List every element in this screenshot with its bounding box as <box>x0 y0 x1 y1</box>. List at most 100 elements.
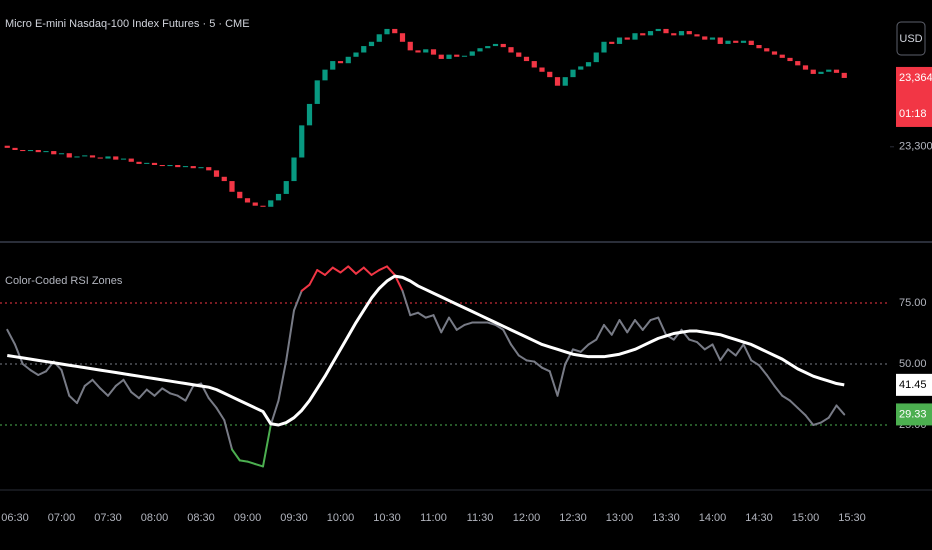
rsi-segment <box>386 265 396 276</box>
rsi-segment <box>285 309 295 362</box>
rsi-segment <box>641 319 652 331</box>
rsi-segment <box>238 459 249 463</box>
rsi-segment <box>448 316 458 331</box>
rsi-segment <box>145 388 156 397</box>
rsi-segment <box>781 394 791 402</box>
y-tick-label: 50.00 <box>899 358 927 370</box>
rsi-segment <box>579 343 590 353</box>
candle-body <box>616 37 623 44</box>
candle-body <box>120 158 127 160</box>
candle-body <box>771 51 778 55</box>
rsi-segment <box>463 321 474 326</box>
candle-body <box>818 71 824 74</box>
candle-body <box>89 155 96 158</box>
candle-body <box>802 65 809 70</box>
rsi-segment <box>316 269 326 276</box>
candle-body <box>748 40 754 45</box>
x-tick-label: 12:30 <box>559 512 587 524</box>
candle-body <box>702 36 708 40</box>
candle-body <box>330 61 336 70</box>
rsi-segment <box>246 460 257 466</box>
currency-label[interactable]: USD <box>899 33 922 45</box>
x-tick-label: 11:30 <box>467 512 494 524</box>
candle-body <box>105 156 111 159</box>
rsi-segment <box>587 338 598 346</box>
rsi-segment <box>455 323 466 331</box>
x-tick-label: 11:00 <box>420 512 447 524</box>
candle-body <box>446 54 452 59</box>
candle-body <box>756 45 762 49</box>
rsi-value-box <box>896 403 932 426</box>
rsi-segment <box>626 319 636 334</box>
candle-body <box>337 61 344 64</box>
candle-body <box>454 54 460 57</box>
indicator-title: Color-Coded RSI Zones <box>5 275 123 287</box>
rsi-segment <box>223 419 233 451</box>
rsi-segment <box>293 289 303 312</box>
candle-body <box>423 49 429 53</box>
rsi-value-label: 29.33 <box>899 408 927 420</box>
rsi-segment <box>76 384 86 405</box>
x-tick-label: 10:00 <box>327 512 355 524</box>
candle-body <box>415 50 421 53</box>
candle-body <box>182 166 189 168</box>
candle-body <box>461 55 468 57</box>
candle-body <box>609 41 615 44</box>
rsi-segment <box>99 387 109 397</box>
x-tick-label: 12:00 <box>513 512 541 524</box>
candle-body <box>58 153 65 155</box>
chart-title: Micro E-mini Nasdaq-100 Index Futures · … <box>5 18 250 30</box>
rsi-segment <box>107 384 117 397</box>
currency-button[interactable]: USD <box>896 21 926 56</box>
rsi-segment <box>114 378 125 387</box>
candle-body <box>151 162 158 165</box>
x-tick-label: 09:00 <box>234 512 262 524</box>
candle-body <box>547 71 553 78</box>
candle-body <box>291 157 297 182</box>
rsi-segment <box>138 388 148 400</box>
candle-body <box>4 145 10 148</box>
rsi-segment <box>60 369 71 397</box>
candle-body <box>306 103 313 126</box>
rsi-segment <box>269 399 280 426</box>
y-tick-label: 23,300.00 <box>899 141 932 153</box>
candle-body <box>97 157 103 159</box>
candle-body <box>229 181 235 192</box>
candle-body <box>523 56 530 62</box>
rsi-segment <box>603 323 613 336</box>
rsi-segment <box>347 265 357 275</box>
rsi-segment <box>91 378 102 390</box>
rsi-segment <box>14 343 24 365</box>
ma-value-label: 41.45 <box>899 379 927 391</box>
rsi-segment <box>207 397 218 409</box>
rsi-segment <box>610 319 621 336</box>
rsi-segment <box>835 404 846 416</box>
rsi-segment <box>6 328 16 346</box>
rsi-segment <box>378 265 388 272</box>
rsi-segment <box>541 366 551 373</box>
rsi-segment <box>254 463 264 468</box>
candle-body <box>244 198 251 203</box>
candle-body <box>663 28 669 34</box>
candle-body <box>593 52 599 63</box>
rsi-segment <box>300 283 311 292</box>
candle-body <box>314 80 320 104</box>
x-tick-label: 08:30 <box>187 512 215 524</box>
candle-body <box>213 170 220 177</box>
candle-body <box>554 77 561 86</box>
candle-body <box>345 56 351 64</box>
candle-body <box>368 41 375 47</box>
candle-body <box>562 77 568 86</box>
last-price-box <box>896 66 932 127</box>
candle-body <box>384 28 390 35</box>
candle-body <box>624 37 630 40</box>
candle-body <box>709 37 716 40</box>
candle-body <box>299 125 305 158</box>
candle-body <box>136 161 142 164</box>
candle-body <box>283 181 289 194</box>
rsi-segment <box>370 269 381 276</box>
rsi-segment <box>502 328 512 346</box>
candle-body <box>686 31 692 35</box>
currency-button-box[interactable] <box>896 21 926 56</box>
candle-body <box>500 43 506 48</box>
